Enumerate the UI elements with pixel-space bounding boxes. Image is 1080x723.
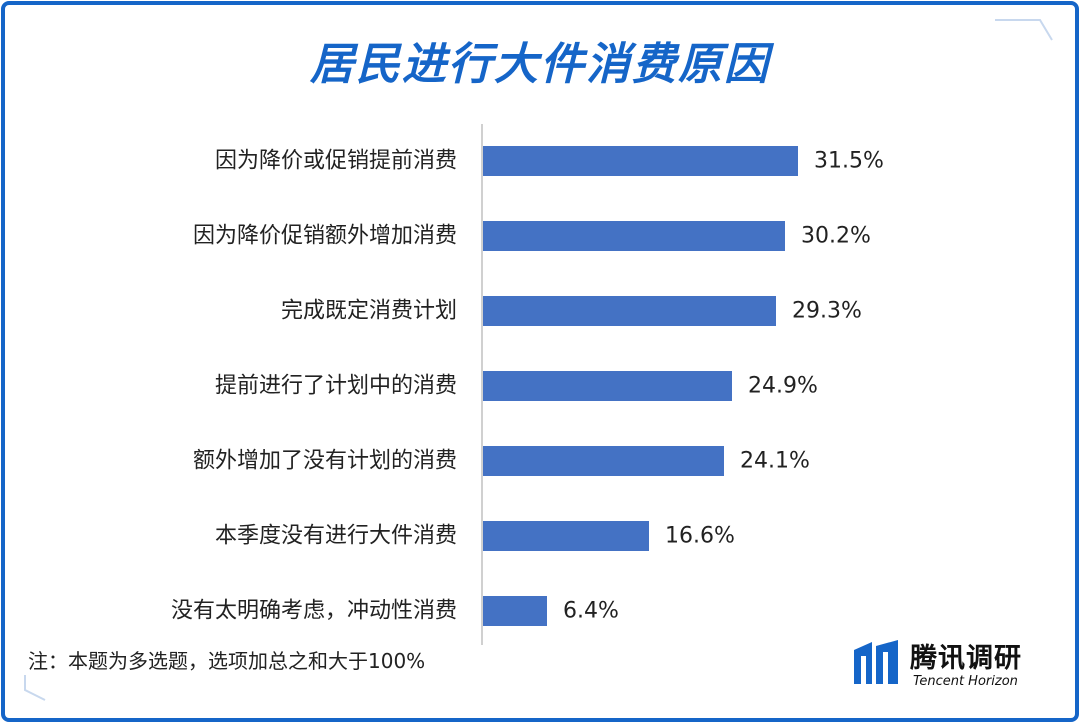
category-label: 没有太明确考虑，冲动性消费 (171, 599, 457, 624)
bar (483, 371, 732, 401)
category-label: 完成既定消费计划 (281, 299, 457, 324)
category-label: 本季度没有进行大件消费 (215, 524, 457, 549)
corner-decoration-top (995, 19, 1053, 41)
data-label: 6.4% (563, 599, 619, 624)
footnote: 注：本题为多选题，选项加总之和大于100% (28, 649, 426, 673)
category-label: 因为降价或促销提前消费 (215, 149, 457, 174)
bar (483, 146, 798, 176)
brand-name: 腾讯调研 (910, 643, 1022, 674)
bar (483, 446, 724, 476)
data-label: 29.3% (792, 299, 862, 324)
data-label: 31.5% (814, 149, 884, 174)
chart-title: 居民进行大件消费原因 (310, 39, 770, 90)
bar (483, 296, 776, 326)
bar (483, 596, 547, 626)
data-label: 24.1% (740, 449, 810, 474)
brand-subtitle: Tencent Horizon (913, 674, 1018, 689)
brand-block: 腾讯调研 Tencent Horizon (852, 632, 1052, 694)
category-label: 额外增加了没有计划的消费 (193, 449, 457, 474)
category-label: 因为降价促销额外增加消费 (193, 224, 457, 249)
category-label: 提前进行了计划中的消费 (215, 374, 457, 399)
bar (483, 521, 649, 551)
data-label: 16.6% (665, 524, 735, 549)
data-label: 24.9% (748, 374, 818, 399)
data-label: 30.2% (801, 224, 871, 249)
bar (483, 221, 785, 251)
tencent-horizon-logo-icon (854, 640, 898, 684)
corner-decoration-bottom (24, 675, 46, 701)
